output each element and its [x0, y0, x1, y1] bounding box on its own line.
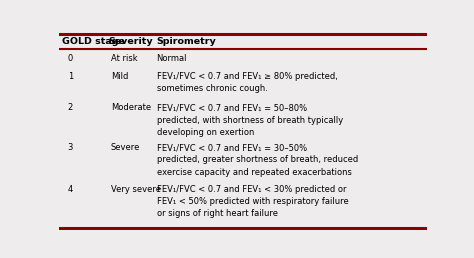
- Text: Very severe: Very severe: [110, 185, 161, 194]
- Text: 1: 1: [68, 72, 73, 81]
- Text: 0: 0: [68, 54, 73, 63]
- Text: Mild: Mild: [110, 72, 128, 81]
- Text: GOLD stage: GOLD stage: [62, 37, 125, 46]
- Text: 3: 3: [68, 143, 73, 152]
- Text: 4: 4: [68, 185, 73, 194]
- Text: Severe: Severe: [110, 143, 140, 152]
- Text: FEV₁/FVC < 0.7 and FEV₁ < 30% predicted or
FEV₁ < 50% predicted with respiratory: FEV₁/FVC < 0.7 and FEV₁ < 30% predicted …: [156, 185, 348, 218]
- Text: FEV₁/FVC < 0.7 and FEV₁ = 50–80%
predicted, with shortness of breath typically
d: FEV₁/FVC < 0.7 and FEV₁ = 50–80% predict…: [156, 103, 343, 137]
- Text: FEV₁/FVC < 0.7 and FEV₁ ≥ 80% predicted,
sometimes chronic cough.: FEV₁/FVC < 0.7 and FEV₁ ≥ 80% predicted,…: [156, 72, 337, 93]
- Text: Moderate: Moderate: [110, 103, 151, 112]
- Text: Normal: Normal: [156, 54, 187, 63]
- Text: FEV₁/FVC < 0.7 and FEV₁ = 30–50%
predicted, greater shortness of breath, reduced: FEV₁/FVC < 0.7 and FEV₁ = 30–50% predict…: [156, 143, 358, 176]
- Text: 2: 2: [68, 103, 73, 112]
- Text: Severity: Severity: [109, 37, 154, 46]
- Text: At risk: At risk: [110, 54, 137, 63]
- Text: Spirometry: Spirometry: [156, 37, 216, 46]
